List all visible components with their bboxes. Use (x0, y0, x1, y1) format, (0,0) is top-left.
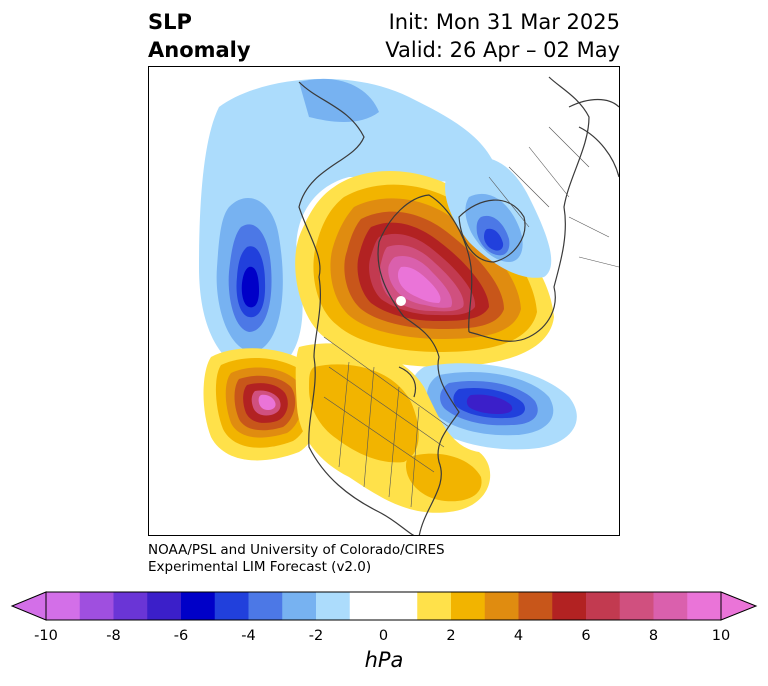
colorbar-border (45, 591, 722, 621)
low-alaska (199, 78, 499, 378)
low-eurasia (445, 157, 552, 278)
colorbar-cell-m1 (316, 592, 351, 620)
colorbar-tick-label: -4 (241, 628, 256, 644)
colorbar-cell-p4 (518, 592, 553, 620)
colorbar-cell-p6 (586, 592, 621, 620)
colorbar-tick-label: 2 (446, 628, 456, 644)
colorbar-min-arrow (10, 591, 47, 621)
colorbar-tick-label: -2 (308, 628, 324, 644)
map-svg (199, 76, 619, 535)
credit-text: NOAA/PSL and University of Colorado/CIRE… (148, 542, 445, 576)
high-pacific (203, 348, 323, 461)
coastlines (298, 76, 619, 535)
colorbar-tick-label: 10 (711, 628, 731, 644)
colorbar-cell-p8 (653, 592, 688, 620)
valid-date: Valid: 26 Apr – 02 May (385, 38, 620, 62)
credit-line-1: NOAA/PSL and University of Colorado/CIRE… (148, 542, 445, 558)
colorbar-cell-m5 (181, 592, 216, 620)
low-atlantic (409, 363, 577, 450)
colorbar-tick-label: -10 (34, 628, 58, 644)
colorbar-tick-label: 4 (513, 628, 524, 644)
colorbar-cell-p2 (451, 592, 486, 620)
colorbar-tick-label: -8 (106, 628, 121, 644)
colorbar-cell-m8 (79, 592, 114, 620)
title-line-2: Anomaly (148, 38, 251, 62)
map-title: SLP Anomaly (148, 8, 251, 64)
colorbar-tick-label: -6 (173, 628, 189, 644)
colorbar-cell-zero (349, 592, 418, 620)
colorbar-cell-p3 (484, 592, 519, 620)
colorbar-tick-label: 0 (378, 628, 389, 644)
pole-marker (396, 296, 406, 306)
colorbar-cells (10, 591, 758, 621)
colorbar (10, 591, 758, 621)
slp-anomaly-map (148, 66, 620, 536)
credit-line-2: Experimental LIM Forecast (v2.0) (148, 559, 372, 575)
colorbar-unit-label: hPa (364, 648, 404, 672)
colorbar-tick-label: 8 (648, 628, 659, 644)
forecast-dates: Init: Mon 31 Mar 2025 Valid: 26 Apr – 02… (385, 8, 620, 64)
colorbar-cell-p9 (687, 592, 722, 620)
colorbar-cell-m9 (46, 592, 81, 620)
title-line-1: SLP (148, 10, 192, 34)
colorbar-max-arrow (720, 591, 758, 621)
colorbar-cell-p7 (619, 592, 654, 620)
colorbar-cell-m7 (113, 592, 148, 620)
colorbar-cell-m6 (147, 592, 182, 620)
borders (323, 126, 619, 508)
colorbar-cell-p1 (417, 592, 452, 620)
colorbar-cell-m4 (214, 592, 249, 620)
init-date: Init: Mon 31 Mar 2025 (388, 10, 620, 34)
colorbar-cell-m2 (282, 592, 317, 620)
colorbar-cell-p5 (552, 592, 587, 620)
colorbar-tick-label: 6 (581, 628, 591, 644)
colorbar-cell-m3 (248, 592, 283, 620)
